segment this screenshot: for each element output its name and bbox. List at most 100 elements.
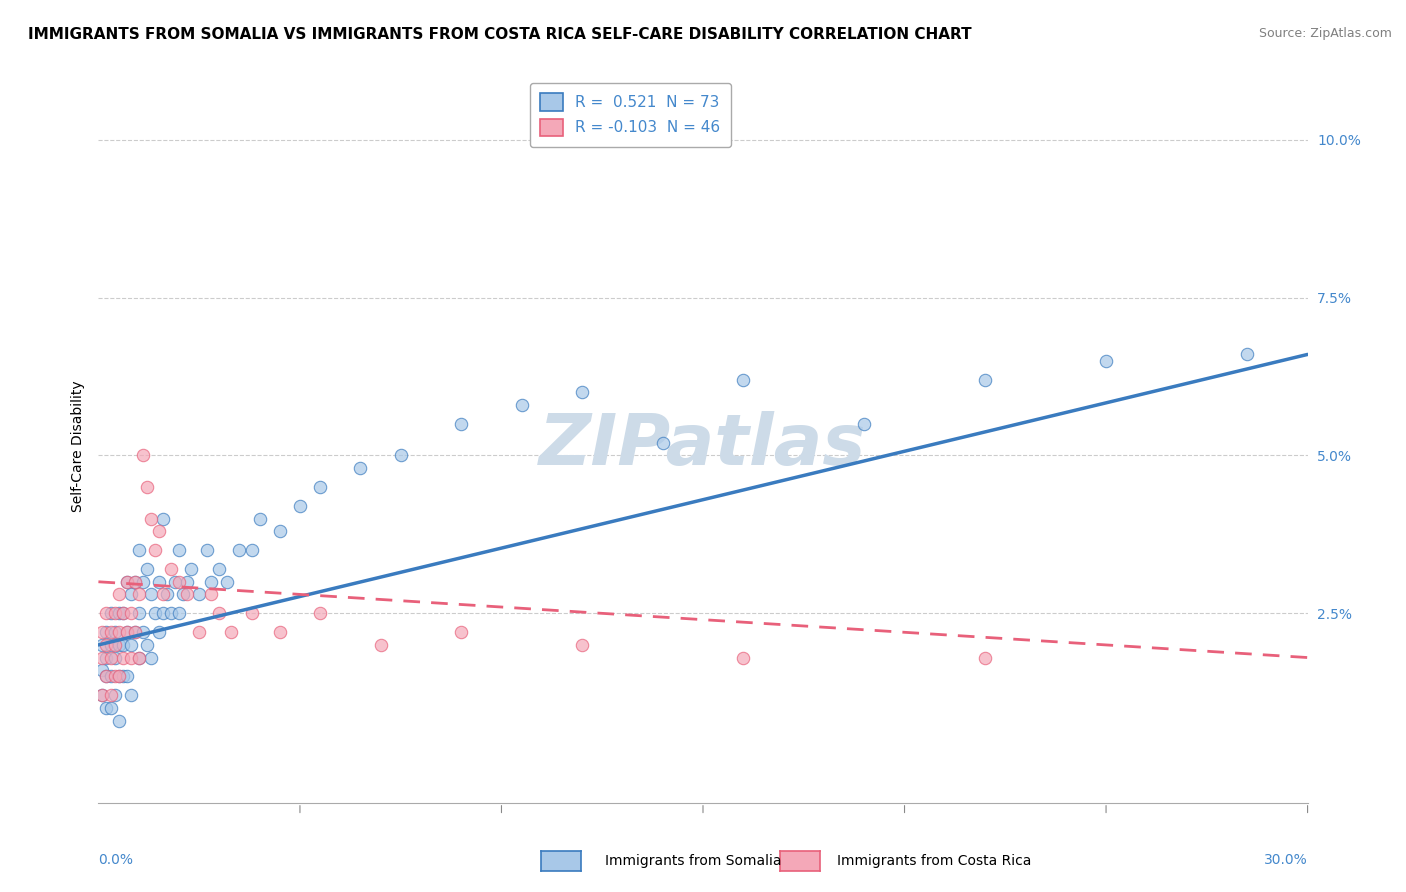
Point: [115, 625, 138, 640]
Point: [733, 650, 755, 665]
Point: [115, 574, 138, 589]
Point: [91, 663, 114, 677]
Point: [96, 650, 118, 665]
Point: [200, 574, 222, 589]
Point: [111, 650, 134, 665]
Point: [974, 373, 997, 387]
Point: [217, 574, 239, 589]
Point: [450, 625, 472, 640]
Point: [651, 435, 673, 450]
Point: [571, 385, 593, 400]
Point: [107, 669, 129, 683]
Point: [120, 638, 142, 652]
Point: [103, 607, 125, 621]
Point: [124, 574, 146, 589]
Point: [733, 373, 755, 387]
Point: [188, 587, 211, 601]
Point: [240, 543, 263, 558]
Point: [103, 638, 125, 652]
Point: [111, 669, 134, 683]
Point: [96, 607, 118, 621]
Point: [124, 625, 146, 640]
Point: [269, 625, 291, 640]
Point: [370, 638, 392, 652]
Point: [100, 638, 122, 652]
Point: [111, 607, 134, 621]
Point: [156, 587, 179, 601]
Point: [91, 638, 114, 652]
Point: [128, 607, 150, 621]
Point: [120, 689, 142, 703]
Text: 30.0%: 30.0%: [1264, 854, 1308, 867]
Point: [107, 587, 129, 601]
Point: [143, 543, 166, 558]
Point: [107, 625, 129, 640]
Point: [200, 587, 222, 601]
Point: [132, 625, 155, 640]
Point: [96, 669, 118, 683]
Point: [172, 587, 194, 601]
Point: [100, 650, 122, 665]
Point: [288, 499, 311, 513]
Point: [148, 524, 170, 539]
Point: [124, 574, 146, 589]
Point: [176, 574, 198, 589]
Point: [139, 587, 162, 601]
Text: IMMIGRANTS FROM SOMALIA VS IMMIGRANTS FROM COSTA RICA SELF-CARE DISABILITY CORRE: IMMIGRANTS FROM SOMALIA VS IMMIGRANTS FR…: [28, 27, 972, 42]
Point: [309, 480, 332, 494]
Point: [249, 511, 271, 525]
Point: [143, 607, 166, 621]
Text: Immigrants from Costa Rica: Immigrants from Costa Rica: [837, 854, 1031, 868]
Point: [115, 669, 138, 683]
Point: [128, 587, 150, 601]
Point: [115, 625, 138, 640]
Point: [96, 669, 118, 683]
Point: [221, 625, 243, 640]
Point: [103, 689, 125, 703]
Point: [148, 574, 170, 589]
Point: [107, 638, 129, 652]
Point: [96, 638, 118, 652]
Point: [96, 701, 118, 715]
Point: [100, 625, 122, 640]
Point: [167, 543, 190, 558]
Point: [167, 607, 190, 621]
Text: 0.0%: 0.0%: [98, 854, 134, 867]
Point: [152, 587, 174, 601]
Point: [132, 449, 155, 463]
Point: [124, 625, 146, 640]
Point: [139, 511, 162, 525]
Point: [510, 398, 533, 412]
Point: [228, 543, 250, 558]
Point: [100, 607, 122, 621]
Point: [91, 650, 114, 665]
Point: [91, 689, 114, 703]
Point: [176, 587, 198, 601]
Point: [103, 650, 125, 665]
Point: [450, 417, 472, 431]
Point: [167, 574, 190, 589]
Point: [163, 574, 186, 589]
Point: [128, 650, 150, 665]
Point: [91, 689, 114, 703]
Point: [269, 524, 291, 539]
Point: [974, 650, 997, 665]
Point: [195, 543, 218, 558]
Point: [160, 607, 183, 621]
Point: [180, 562, 202, 576]
Point: [103, 625, 125, 640]
Text: Source: ZipAtlas.com: Source: ZipAtlas.com: [1258, 27, 1392, 40]
Point: [148, 625, 170, 640]
Point: [135, 480, 157, 494]
Point: [139, 650, 162, 665]
Legend: R =  0.521  N = 73, R = -0.103  N = 46: R = 0.521 N = 73, R = -0.103 N = 46: [530, 83, 731, 147]
Point: [100, 669, 122, 683]
Point: [128, 543, 150, 558]
Point: [208, 607, 231, 621]
Point: [111, 607, 134, 621]
Point: [135, 638, 157, 652]
Point: [349, 461, 371, 475]
Point: [128, 650, 150, 665]
Text: ZIPatlas: ZIPatlas: [540, 411, 866, 481]
Point: [91, 625, 114, 640]
